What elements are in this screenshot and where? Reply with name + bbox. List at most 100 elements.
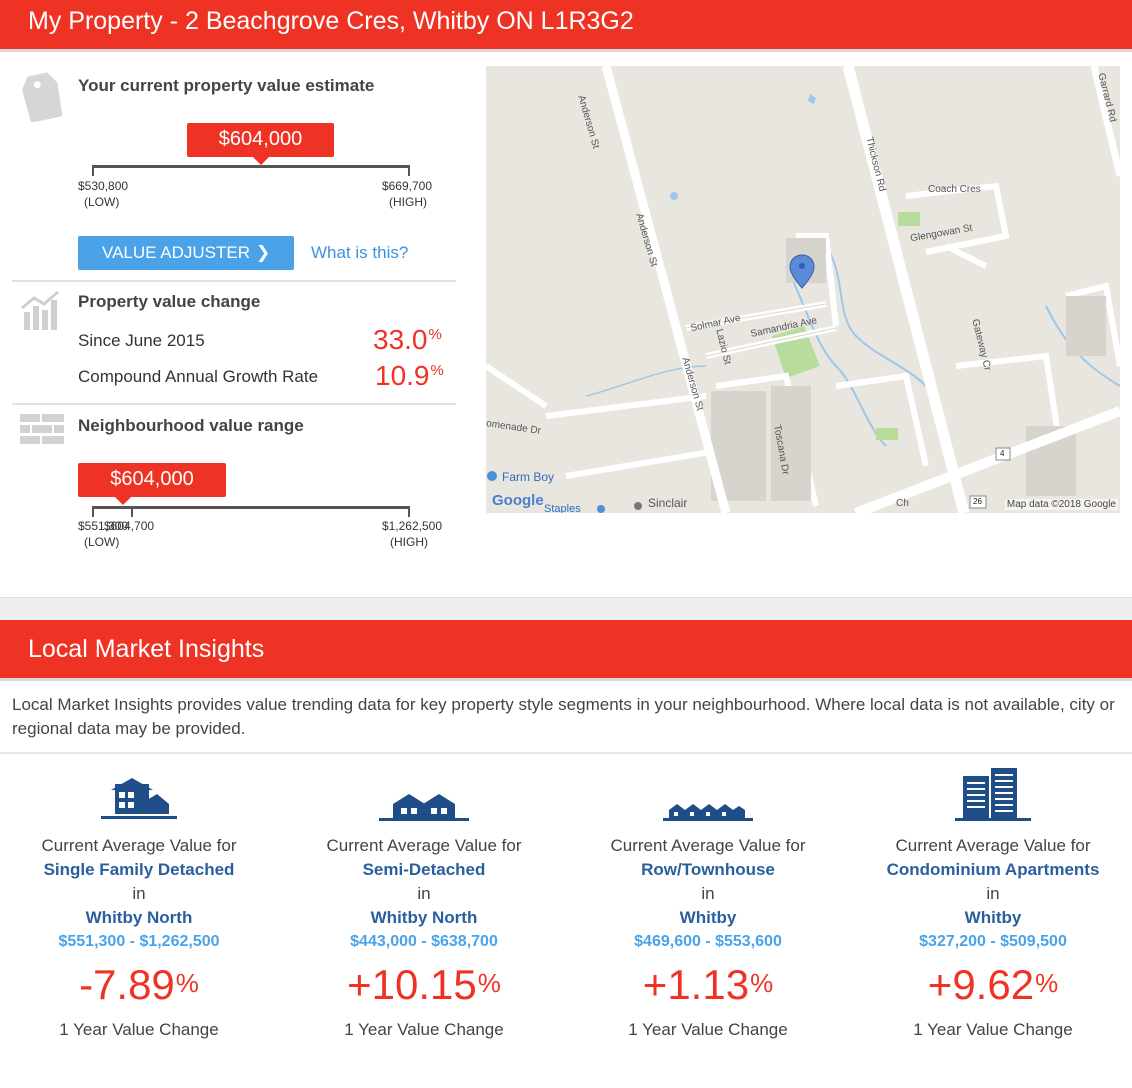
google-logo: Google [492, 492, 544, 509]
card-intro: Current Average Value for [41, 836, 237, 855]
map-route-26: 26 [973, 497, 982, 506]
lmi-description: Local Market Insights provides value tre… [12, 695, 1115, 738]
cagr-unit: % [430, 362, 444, 379]
property-title: My Property - 2 Beachgrove Cres, Whitby … [28, 7, 634, 35]
card-change: +10.15% [289, 960, 559, 1010]
estimate-high: $669,700 (HIGH) [330, 178, 432, 210]
section-divider [12, 280, 456, 282]
card-type: Semi-Detached [362, 860, 486, 879]
estimate-range-bar [92, 165, 410, 168]
lmi-title: Local Market Insights [28, 635, 265, 663]
card-area: Whitby [964, 908, 1022, 927]
card-change-unit: % [1035, 968, 1059, 998]
card-area: Whitby North [370, 908, 478, 927]
growth-chart-icon [20, 290, 60, 337]
neighbourhood-title: Neighbourhood value range [78, 416, 304, 435]
card-range: $443,000 - $638,700 [350, 933, 498, 950]
card-change: -7.89% [4, 960, 274, 1010]
value-adjuster-button[interactable]: VALUE ADJUSTER ❯ [78, 236, 294, 270]
townhouse-icon [573, 762, 843, 822]
card-intro: Current Average Value for [895, 836, 1091, 855]
estimate-low-label: (LOW) [84, 195, 120, 209]
neighbourhood-range-bar [92, 506, 410, 509]
card-change-label: 1 Year Value Change [344, 1020, 504, 1039]
card-in: in [132, 884, 146, 903]
estimate-high-label: (HIGH) [389, 195, 427, 209]
neighbourhood-low: $551,300 (LOW) [78, 518, 128, 550]
lmi-header: Local Market Insights [0, 620, 1132, 678]
neighbourhood-low-value: $551,300 [78, 519, 129, 533]
card-range: $327,200 - $509,500 [919, 933, 1067, 950]
card-change: +1.13% [573, 960, 843, 1010]
estimate-low-tick [92, 167, 94, 176]
property-header: My Property - 2 Beachgrove Cres, Whitby … [0, 0, 1132, 49]
insight-card-townhouse: Current Average Value for Row/Townhouse … [573, 762, 843, 1040]
card-type: Row/Townhouse [641, 860, 775, 879]
estimate-high-value: $669,700 [381, 179, 432, 193]
what-is-this-link[interactable]: What is this? [311, 243, 409, 262]
neighbourhood-high-label: (HIGH) [390, 535, 428, 549]
cagr-value: 10.9% [375, 360, 444, 392]
card-range: $551,300 - $1,262,500 [58, 933, 220, 950]
map-route-4: 4 [1000, 449, 1005, 458]
brick-wall-icon [20, 414, 64, 449]
estimate-low: $530,800 (LOW) [78, 178, 128, 210]
neighbourhood-high: $1,262,500 (HIGH) [330, 518, 442, 550]
since-value: 33.0% [373, 324, 442, 356]
neighbourhood-marker-value: $604,700 [104, 519, 155, 533]
card-intro: Current Average Value for [326, 836, 522, 855]
map-pin-icon[interactable] [789, 254, 815, 289]
card-change-value: -7.89 [79, 961, 175, 1008]
map-label-coach: Coach Cres [928, 184, 981, 195]
neighbourhood-low-label: (LOW) [84, 535, 120, 549]
since-label: Since June 2015 [78, 331, 205, 350]
card-change-unit: % [477, 968, 501, 998]
card-in: in [417, 884, 431, 903]
cagr-label: Compound Annual Growth Rate [78, 367, 319, 386]
neighbourhood-marker-tick [131, 508, 133, 517]
value-adjuster-label: VALUE ADJUSTER [102, 243, 251, 262]
neighbourhood-low-tick [92, 508, 94, 517]
map-label-ch: Ch [896, 498, 909, 509]
property-map[interactable]: Anderson St Anderson St Anderson St Thic… [486, 66, 1120, 513]
card-in: in [986, 884, 1000, 903]
condo-building-icon [858, 762, 1128, 822]
card-in: in [701, 884, 715, 903]
card-change-label: 1 Year Value Change [913, 1020, 1073, 1039]
insight-card-semi: Current Average Value for Semi-Detached … [289, 762, 559, 1040]
neighbourhood-high-tick [408, 508, 410, 517]
neighbourhood-high-value: $1,262,500 [381, 519, 442, 533]
cagr-number: 10.9 [375, 360, 430, 391]
map-label-staples[interactable]: Staples [544, 503, 581, 513]
estimate-low-value: $530,800 [78, 179, 129, 193]
map-label-sinclair[interactable]: Sinclair [648, 496, 688, 510]
value-change-title: Property value change [78, 292, 261, 311]
map-label-farmboy[interactable]: Farm Boy [502, 470, 555, 484]
card-change-unit: % [175, 968, 199, 998]
card-change-unit: % [750, 968, 774, 998]
card-area: Whitby [679, 908, 737, 927]
card-change: +9.62% [858, 960, 1128, 1010]
insight-card-detached: Current Average Value for Single Family … [4, 762, 274, 1040]
neighbourhood-value: $604,000 [110, 468, 194, 490]
lmi-header-shadow [0, 678, 1132, 681]
section-separator [0, 597, 1132, 620]
header-shadow [0, 49, 1132, 52]
card-type: Single Family Detached [43, 860, 235, 879]
card-range: $469,600 - $553,600 [634, 933, 782, 950]
detached-house-icon [4, 762, 274, 822]
semi-detached-icon [289, 762, 559, 822]
estimate-value: $604,000 [218, 128, 303, 150]
map-attribution[interactable]: Map data ©2018 Google [1004, 499, 1118, 510]
section-divider [12, 403, 456, 405]
price-tag-icon [22, 72, 63, 127]
lmi-divider [0, 752, 1132, 754]
card-area: Whitby North [85, 908, 193, 927]
estimate-high-tick [408, 167, 410, 176]
chevron-right-icon: ❯ [256, 243, 271, 262]
card-change-label: 1 Year Value Change [59, 1020, 219, 1039]
since-unit: % [428, 326, 442, 343]
insight-card-condo: Current Average Value for Condominium Ap… [858, 762, 1128, 1040]
card-change-label: 1 Year Value Change [628, 1020, 788, 1039]
map-canvas [486, 66, 1120, 513]
